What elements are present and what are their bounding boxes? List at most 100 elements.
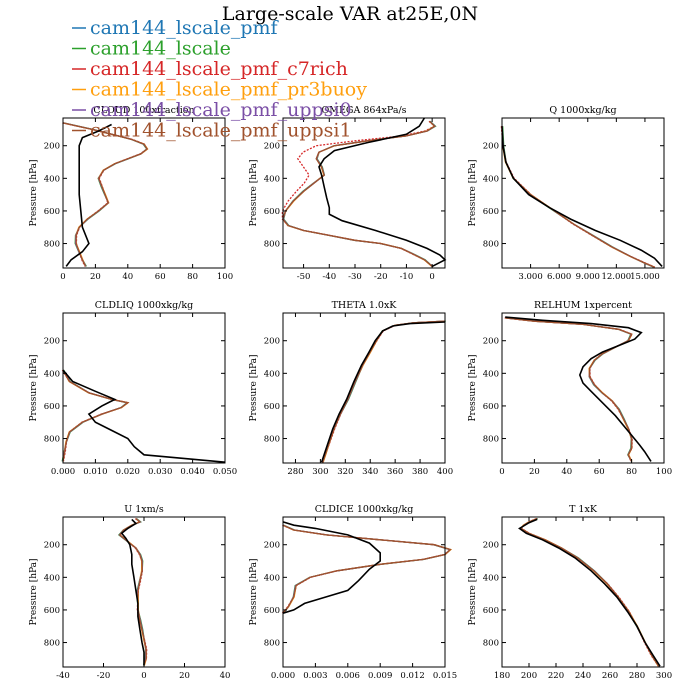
model-line-6 xyxy=(62,369,130,462)
obs-line xyxy=(62,369,226,463)
panel-8: CLDICE 1000xkg/kg Pressure [hPa] 0.000 0.00… xyxy=(249,504,457,681)
y-tick-label: 400 xyxy=(483,369,499,379)
x-tick-label: 0.006 xyxy=(336,671,360,681)
x-tick-label: 3.000 xyxy=(518,272,542,282)
x-tick-label: 260 xyxy=(602,671,618,681)
x-tick-label: 180 xyxy=(494,671,510,681)
y-tick-label: 600 xyxy=(44,207,60,217)
obs-line xyxy=(505,316,652,462)
model-line-1 xyxy=(519,517,660,667)
x-tick-label: 0.040 xyxy=(180,467,204,477)
x-tick-label: 0 xyxy=(60,272,65,282)
x-tick-label: 0 xyxy=(499,467,504,477)
x-tick-label: 15.000 xyxy=(630,272,660,282)
y-tick-label: 600 xyxy=(483,606,499,616)
model-line-2 xyxy=(282,120,437,267)
y-tick-label: 400 xyxy=(44,174,60,184)
x-tick-label: 0.000 xyxy=(51,467,75,477)
x-tick-label: 0.050 xyxy=(213,467,237,477)
y-tick-label: 400 xyxy=(44,573,60,583)
x-tick-label: 0.000 xyxy=(271,671,295,681)
model-line-3 xyxy=(321,320,445,463)
panel-2: OMEGA 864xPa/s Pressure [hPa] -50 -40 -30 -20… xyxy=(249,105,447,282)
x-tick-label: 400 xyxy=(437,467,453,477)
y-tick-label: 400 xyxy=(483,573,499,583)
x-tick-label: 0 xyxy=(141,671,146,681)
y-tick-label: 800 xyxy=(483,435,499,445)
series-group xyxy=(62,122,149,267)
legend: cam144_lscale_pmfcam144_lscalecam144_lsc… xyxy=(72,17,367,142)
series-group xyxy=(518,517,661,667)
y-tick-label: 800 xyxy=(44,639,60,649)
y-tick-label: 200 xyxy=(264,337,280,347)
x-tick-label: 0.015 xyxy=(433,671,457,681)
x-tick-label: 60 xyxy=(594,467,605,477)
panel-title: T 1xK xyxy=(569,504,598,515)
model-line-1 xyxy=(282,120,436,267)
y-tick-label: 400 xyxy=(264,573,280,583)
y-axis-label: Pressure [hPa] xyxy=(468,558,478,625)
x-tick-label: 20 xyxy=(529,467,540,477)
x-tick-label: 100 xyxy=(217,272,233,282)
panel-title: U 1xm/s xyxy=(124,504,164,515)
model-line-2 xyxy=(519,517,660,667)
panel-9: T 1xK Pressure [hPa] 180 200 220 240 260 280 300… xyxy=(468,504,672,681)
model-line-4 xyxy=(519,517,659,667)
y-tick-label: 200 xyxy=(264,142,280,152)
x-tick-label: 9.000 xyxy=(576,272,600,282)
x-tick-label: 100 xyxy=(656,467,672,477)
y-tick-label: 600 xyxy=(264,402,280,412)
panel-1: CLOUD 100xfraction Pressure [hPa] 0 20 40 60 8… xyxy=(29,105,233,282)
model-line-6 xyxy=(520,517,660,667)
plot-frame xyxy=(501,117,665,269)
model-line-5 xyxy=(282,120,437,267)
y-axis-label: Pressure [hPa] xyxy=(29,159,39,226)
y-tick-label: 200 xyxy=(483,337,499,347)
x-tick-label: 340 xyxy=(362,467,378,477)
x-tick-label: -30 xyxy=(348,272,362,282)
y-tick-label: 200 xyxy=(483,541,499,551)
y-axis-label: Pressure [hPa] xyxy=(249,558,259,625)
panel-title: OMEGA 864xPa/s xyxy=(321,105,406,116)
model-line-6 xyxy=(282,524,452,614)
model-line-6 xyxy=(505,317,633,462)
panel-5: THETA 1.0xK Pressure [hPa] 280 300 320 340 360… xyxy=(249,300,453,477)
series-group xyxy=(500,126,663,268)
panel-4: CLDLIQ 1000xkg/kg Pressure [hPa] 0.000 0.01… xyxy=(29,300,237,477)
panel-6: RELHUM 1xpercent Pressure [hPa] 0 20 40 60 80 1… xyxy=(468,300,672,477)
plot-frame xyxy=(282,516,446,668)
y-axis-label: Pressure [hPa] xyxy=(29,558,39,625)
x-tick-label: 300 xyxy=(656,671,672,681)
legend-entry: cam144_lscale_pmf_uppsi1 xyxy=(90,120,352,142)
model-line-5 xyxy=(322,320,446,463)
y-tick-label: 600 xyxy=(264,207,280,217)
x-tick-label: 0.030 xyxy=(148,467,172,477)
model-line-1 xyxy=(322,320,446,463)
y-axis-label: Pressure [hPa] xyxy=(468,159,478,226)
x-tick-label: 40 xyxy=(220,671,231,681)
x-tick-label: 240 xyxy=(575,671,591,681)
y-tick-label: 200 xyxy=(483,142,499,152)
y-axis-label: Pressure [hPa] xyxy=(468,354,478,421)
y-tick-label: 200 xyxy=(264,541,280,551)
x-tick-label: 80 xyxy=(626,467,637,477)
panel-title: CLOUD 100xfraction xyxy=(93,105,194,116)
x-tick-label: 0.012 xyxy=(400,671,424,681)
model-line-4 xyxy=(505,317,633,462)
obs-line xyxy=(120,518,145,666)
obs-line xyxy=(65,123,112,267)
y-tick-label: 800 xyxy=(44,240,60,250)
plot-frame xyxy=(62,312,226,464)
y-axis-label: Pressure [hPa] xyxy=(249,159,259,226)
model-line-4 xyxy=(322,320,446,463)
y-tick-label: 800 xyxy=(264,639,280,649)
x-tick-label: 0.020 xyxy=(116,467,140,477)
x-tick-label: 0.009 xyxy=(368,671,392,681)
y-tick-label: 800 xyxy=(44,435,60,445)
y-tick-label: 200 xyxy=(44,142,60,152)
panel-title: CLDLIQ 1000xkg/kg xyxy=(95,300,193,311)
x-tick-label: 320 xyxy=(337,467,353,477)
x-tick-label: 0.010 xyxy=(83,467,107,477)
y-tick-label: 200 xyxy=(44,337,60,347)
obs-line xyxy=(282,521,381,614)
